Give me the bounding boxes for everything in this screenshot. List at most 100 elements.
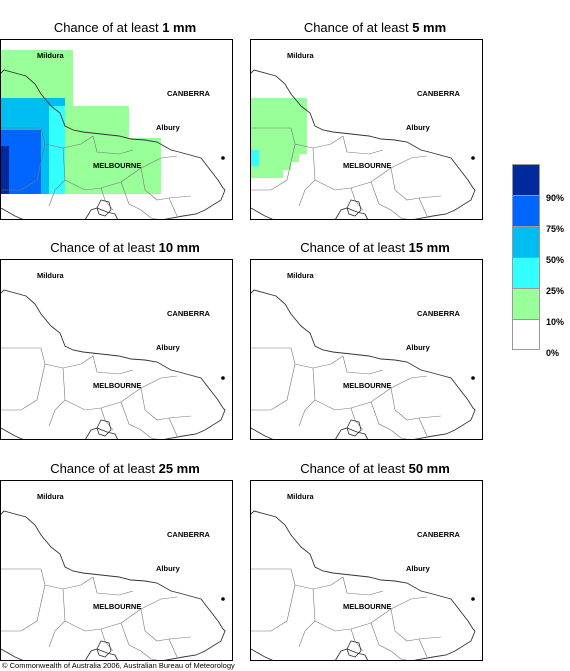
probability-cell xyxy=(89,154,97,162)
probability-cell xyxy=(41,138,49,146)
district-border xyxy=(1,568,94,590)
probability-cell xyxy=(267,122,275,130)
probability-cell xyxy=(33,162,41,170)
legend-label-10: 10% xyxy=(546,317,565,327)
district-border xyxy=(140,387,192,421)
probability-cell xyxy=(121,138,129,146)
panel-threshold: 25 mm xyxy=(158,461,200,476)
probability-cell xyxy=(113,154,121,162)
district-border xyxy=(298,147,316,207)
probability-cell xyxy=(275,122,283,130)
city-label-melbourne: MELBOURNE xyxy=(93,602,142,611)
probability-cell xyxy=(17,58,25,66)
probability-cell xyxy=(9,178,17,186)
city-label-mildura: Mildura xyxy=(287,51,314,60)
probability-cell xyxy=(251,98,259,106)
probability-cell xyxy=(113,186,121,194)
probability-cell xyxy=(121,154,129,162)
district-border xyxy=(342,576,384,596)
probability-cell xyxy=(25,98,33,106)
probability-cell xyxy=(89,178,97,186)
district-border xyxy=(298,588,316,648)
probability-cell xyxy=(57,106,65,114)
probability-cell xyxy=(41,66,49,74)
probability-legend xyxy=(512,164,540,350)
probability-cell xyxy=(57,162,65,170)
probability-cell xyxy=(33,58,41,66)
probability-cell xyxy=(1,146,9,154)
map-panel-4: Mildura CANBERRA Albury MELBOURNE xyxy=(250,259,483,440)
map-panel-3: Mildura CANBERRA Albury MELBOURNE xyxy=(0,259,233,440)
city-label-mildura: Mildura xyxy=(37,271,64,280)
city-label-canberra: CANBERRA xyxy=(167,309,210,318)
probability-cell xyxy=(81,146,89,154)
district-border xyxy=(48,588,66,648)
city-label-albury: Albury xyxy=(406,123,430,132)
probability-cell xyxy=(129,138,137,146)
district-border xyxy=(92,355,134,375)
probability-cell xyxy=(137,178,145,186)
city-label-melbourne: MELBOURNE xyxy=(343,381,392,390)
district-border xyxy=(350,407,364,431)
probability-cell xyxy=(73,178,81,186)
probability-cell xyxy=(89,114,97,122)
probability-cell xyxy=(41,74,49,82)
probability-cell xyxy=(121,162,129,170)
probability-cell xyxy=(33,178,41,186)
probability-cell xyxy=(9,138,17,146)
probability-cell xyxy=(73,106,81,114)
probability-cell xyxy=(25,162,33,170)
probability-cell xyxy=(105,130,113,138)
legend-swatch-25 xyxy=(512,257,540,288)
probability-cell xyxy=(57,178,65,186)
district-border xyxy=(1,584,46,632)
probability-cell xyxy=(41,186,49,194)
probability-cell xyxy=(17,106,25,114)
probability-cell xyxy=(89,106,97,114)
district-border xyxy=(251,363,296,411)
probability-cell xyxy=(65,186,73,194)
probability-cell xyxy=(17,82,25,90)
probability-cell xyxy=(41,170,49,178)
probability-cell xyxy=(57,146,65,154)
probability-cell xyxy=(17,170,25,178)
probability-cell xyxy=(105,162,113,170)
legend-swatch-0 xyxy=(512,319,540,350)
probability-cell xyxy=(1,114,9,122)
map-panel-6: Mildura CANBERRA Albury MELBOURNE xyxy=(250,480,483,661)
probability-cell xyxy=(81,162,89,170)
district-border xyxy=(168,417,178,437)
probability-cell xyxy=(33,146,41,154)
probability-cell xyxy=(33,98,41,106)
probability-cell xyxy=(97,122,105,130)
probability-cell xyxy=(57,98,65,106)
probability-cell xyxy=(283,122,291,130)
probability-cell xyxy=(81,122,89,130)
city-label-canberra: CANBERRA xyxy=(167,89,210,98)
probability-cell xyxy=(49,90,57,98)
city-label-mildura: Mildura xyxy=(287,492,314,501)
probability-cell xyxy=(73,162,81,170)
probability-cell xyxy=(283,130,291,138)
probability-cell xyxy=(283,154,291,162)
city-label-melbourne: MELBOURNE xyxy=(93,161,142,170)
probability-cell xyxy=(1,154,9,162)
probability-cell xyxy=(153,178,161,186)
port-phillip-bay xyxy=(96,419,112,437)
district-border xyxy=(48,367,66,427)
district-border xyxy=(120,181,152,219)
district-border xyxy=(1,363,46,411)
district-border xyxy=(251,127,344,149)
probability-cell xyxy=(17,98,25,106)
panel-title-5: Chance of at least 25 mm xyxy=(0,461,250,476)
probability-cell xyxy=(65,114,73,122)
district-border xyxy=(400,437,408,439)
probability-cell xyxy=(275,146,283,154)
probability-cell xyxy=(81,178,89,186)
probability-cell xyxy=(1,138,9,146)
probability-cell xyxy=(17,162,25,170)
probability-cell xyxy=(129,170,137,178)
panel-threshold: 15 mm xyxy=(408,240,450,255)
probability-cell xyxy=(1,98,9,106)
probability-cell xyxy=(105,154,113,162)
